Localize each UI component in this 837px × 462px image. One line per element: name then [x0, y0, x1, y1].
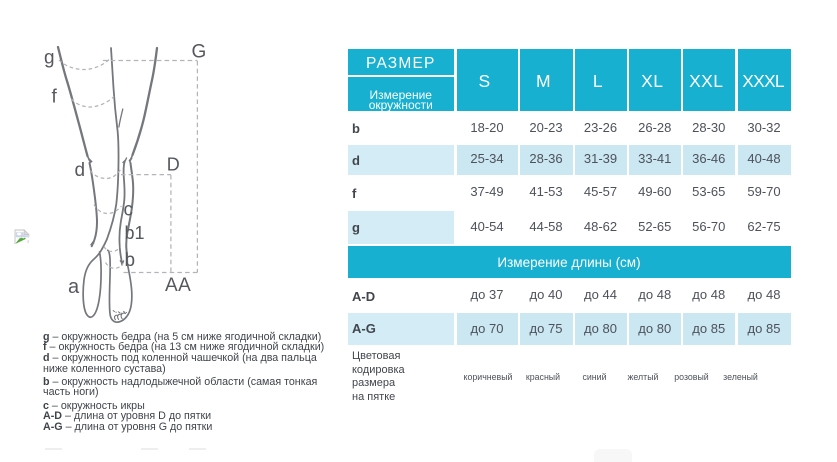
- svg-text:AA: AA: [165, 275, 191, 296]
- svg-text:D: D: [167, 154, 180, 174]
- svg-text:a: a: [68, 276, 80, 298]
- svg-text:b1: b1: [125, 223, 145, 243]
- svg-text:b: b: [125, 250, 136, 271]
- svg-text:d: d: [75, 160, 86, 181]
- svg-text:G: G: [192, 42, 207, 63]
- svg-text:f: f: [52, 87, 58, 108]
- svg-text:c: c: [124, 200, 134, 221]
- svg-text:g: g: [44, 48, 55, 69]
